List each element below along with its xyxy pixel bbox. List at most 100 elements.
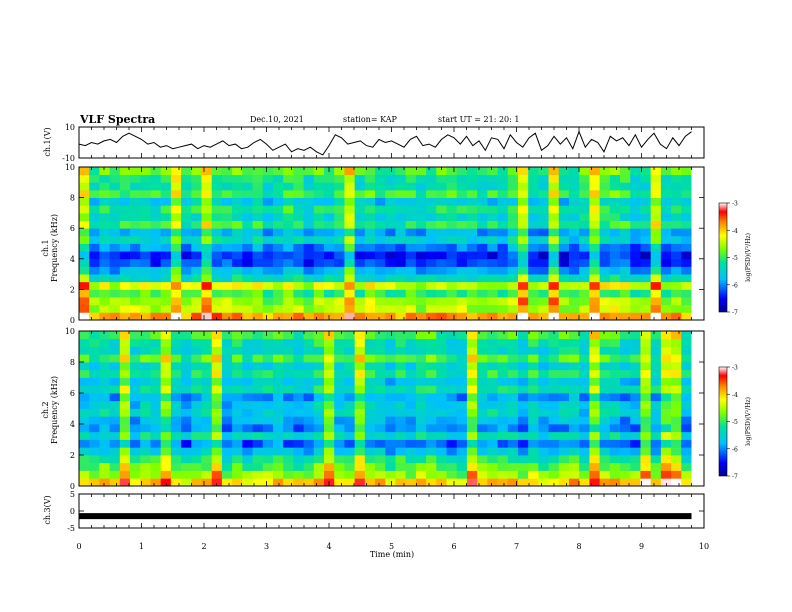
psd-cell xyxy=(507,416,519,425)
psd-cell xyxy=(681,416,692,425)
psd-cell xyxy=(293,408,304,417)
psd-cell xyxy=(497,354,509,363)
colorbar-scale xyxy=(718,202,728,313)
psd-cell xyxy=(466,251,478,260)
psd-cell xyxy=(109,393,121,402)
psd-cell xyxy=(609,197,621,206)
psd-cell xyxy=(497,431,509,440)
psd-cell xyxy=(548,182,560,191)
psd-cell xyxy=(660,197,672,206)
psd-cell xyxy=(354,312,366,321)
psd-cell xyxy=(650,431,662,440)
psd-cell xyxy=(640,274,652,283)
psd-cell xyxy=(640,393,652,402)
psd-cell xyxy=(181,346,192,355)
psd-cell xyxy=(160,408,172,417)
psd-cell xyxy=(130,338,141,347)
psd-cell xyxy=(262,462,274,471)
psd-cell xyxy=(538,424,549,433)
svg-text:ch.2: ch.2 xyxy=(41,401,50,418)
psd-cell xyxy=(99,228,111,237)
psd-cell xyxy=(252,220,264,229)
psd-cell xyxy=(150,312,162,321)
psd-cell xyxy=(415,228,427,237)
psd-cell xyxy=(150,470,162,479)
psd-cell xyxy=(395,312,407,321)
psd-cell xyxy=(150,408,162,417)
psd-cell xyxy=(650,377,662,386)
psd-cell xyxy=(242,447,253,456)
psd-cell xyxy=(364,251,376,260)
psd-cell xyxy=(650,212,662,221)
psd-cell xyxy=(324,297,335,306)
psd-cell xyxy=(579,297,590,306)
psd-cell xyxy=(650,243,662,252)
psd-cell xyxy=(283,220,294,229)
psd-cell xyxy=(354,281,366,290)
psd-cell xyxy=(344,431,356,440)
svg-text:Frequency (kHz): Frequency (kHz) xyxy=(50,376,59,444)
psd-cell xyxy=(466,304,478,313)
psd-cell xyxy=(232,312,243,321)
psd-cell xyxy=(354,439,366,448)
psd-cell xyxy=(211,289,223,298)
psd-cell xyxy=(589,439,601,448)
psd-cell xyxy=(170,243,182,252)
psd-cell xyxy=(99,281,111,290)
psd-cell xyxy=(364,258,376,267)
psd-cell xyxy=(609,189,621,198)
psd-cell xyxy=(232,424,243,433)
psd-cell xyxy=(436,431,447,440)
psd-cell xyxy=(671,251,682,260)
psd-cell xyxy=(660,205,672,214)
psd-cell xyxy=(313,393,325,402)
psd-cell xyxy=(426,431,437,440)
psd-cell xyxy=(660,455,672,464)
psd-cell xyxy=(354,304,366,313)
psd-cell xyxy=(272,431,284,440)
psd-cell xyxy=(528,258,539,267)
psd-cell xyxy=(456,408,468,417)
psd-cell xyxy=(579,189,590,198)
psd-cell xyxy=(252,447,264,456)
psd-cell xyxy=(140,235,151,244)
psd-cell xyxy=(221,439,233,448)
psd-cell xyxy=(589,470,601,479)
psd-cell xyxy=(232,447,243,456)
psd-cell xyxy=(109,354,121,363)
psd-cell xyxy=(221,220,233,229)
psd-cell xyxy=(385,289,396,298)
psd-cell xyxy=(640,431,652,440)
psd-cell xyxy=(446,478,458,487)
psd-cell xyxy=(79,470,90,479)
psd-cell xyxy=(272,377,284,386)
psd-cell xyxy=(293,470,304,479)
psd-cell xyxy=(385,470,396,479)
psd-cell xyxy=(201,393,213,402)
psd-cell xyxy=(436,220,447,229)
psd-cell xyxy=(293,205,304,214)
psd-cell xyxy=(364,197,376,206)
psd-cell xyxy=(364,400,376,409)
psd-cell xyxy=(517,408,529,417)
psd-cell xyxy=(395,220,407,229)
psd-cell xyxy=(599,312,611,321)
psd-cell xyxy=(497,377,509,386)
psd-cell xyxy=(538,385,549,394)
psd-cell xyxy=(528,408,539,417)
psd-cell xyxy=(620,470,631,479)
psd-cell xyxy=(385,304,396,313)
psd-cell xyxy=(630,297,641,306)
psd-cell xyxy=(477,243,488,252)
psd-cell xyxy=(650,182,662,191)
psd-cell xyxy=(99,470,111,479)
psd-cell xyxy=(283,362,294,371)
psd-cell xyxy=(221,289,233,298)
psd-cell xyxy=(109,439,121,448)
psd-cell xyxy=(426,243,437,252)
psd-cell xyxy=(395,470,407,479)
psd-cell xyxy=(528,377,539,386)
psd-cell xyxy=(272,281,284,290)
psd-cell xyxy=(548,274,560,283)
psd-cell xyxy=(252,331,264,340)
